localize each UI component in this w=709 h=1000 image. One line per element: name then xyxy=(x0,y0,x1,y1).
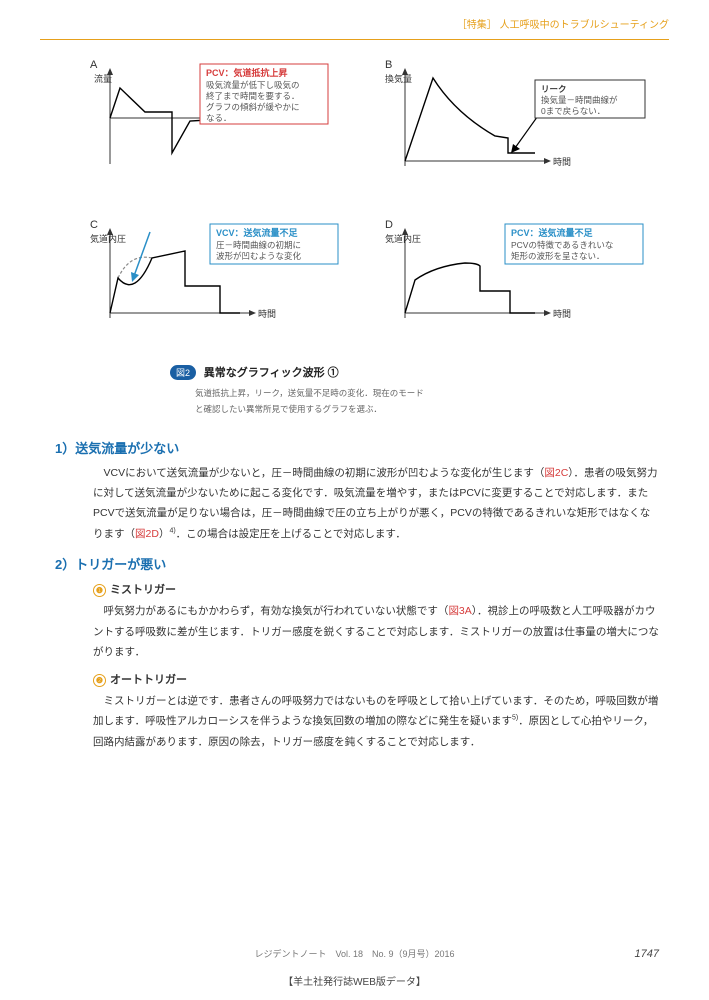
panel-d-callout-l2: 矩形の波形を呈さない． xyxy=(511,251,605,261)
figref-2d: 図2D xyxy=(135,528,159,540)
subsection-2-heading: ❷ オートトリガー xyxy=(55,671,659,687)
panel-d-callout-title: PCV：送気流量不足 xyxy=(511,227,594,238)
panel-d-xlabel: 時間 xyxy=(553,309,571,319)
panel-b-ylabel: 換気量 xyxy=(385,73,412,84)
panel-b: B 換気量 時間 リーク 換気量－時間曲線が 0まで戻らない． xyxy=(385,58,660,208)
figure-badge: 図2 xyxy=(170,365,196,380)
subsection-2-paragraph: ミストリガーとは逆です．患者さんの呼吸努力ではないものを呼吸として拾い上げていま… xyxy=(55,691,659,752)
circled-2-icon: ❷ xyxy=(93,674,106,687)
header-title: 人工呼吸中のトラブルシューティング xyxy=(500,20,669,31)
footer-citation: レジデントノート Vol. 18 No. 9（9月号）2016 xyxy=(0,947,709,960)
subsection-1-title: ミストリガー xyxy=(110,584,176,596)
figure-caption: 図2 異常なグラフィック波形 ① xyxy=(0,358,709,384)
panel-a-svg: A 流量 時間 PCV：気道抵抗上昇 吸気流量が低下し吸気の 終了まで時間を要す… xyxy=(90,58,350,208)
figure-desc-l1: 気道抵抗上昇，リーク，送気量不足時の変化．現在のモード xyxy=(0,384,709,400)
page-header: ［特集］ 人工呼吸中のトラブルシューティング xyxy=(0,0,709,35)
panel-d-svg: D 気道内圧 時間 PCV：送気流量不足 PCVの特徴であるきれいな 矩形の波形… xyxy=(385,218,655,358)
article-body: 1）送気流量が少ない VCVにおいて送気流量が少ないと，圧－時間曲線の初期に波形… xyxy=(0,416,709,753)
subsection-1-paragraph: 呼気努力があるにもかかわらず，有効な換気が行われていない状態です（図3A）．視診… xyxy=(55,601,659,662)
panel-a-callout-l4: なる． xyxy=(206,113,232,123)
panel-c-arrow-line xyxy=(134,232,150,276)
panel-a-callout-l2: 終了まで時間を要する． xyxy=(206,91,300,101)
figure-desc-l2: と確認したい異常所見で使用するグラフを選ぶ． xyxy=(0,400,709,416)
panel-a: A 流量 時間 PCV：気道抵抗上昇 吸気流量が低下し吸気の 終了まで時間を要す… xyxy=(90,58,365,208)
panel-d-label: D xyxy=(385,219,393,231)
panel-b-arrow-head xyxy=(511,144,520,153)
panel-a-callout-title: PCV：気道抵抗上昇 xyxy=(206,67,288,78)
panel-c-callout-title: VCV：送気流量不足 xyxy=(216,227,299,238)
figure-grid: A 流量 時間 PCV：気道抵抗上昇 吸気流量が低下し吸気の 終了まで時間を要す… xyxy=(0,40,709,358)
section-2-heading: 2）トリガーが悪い xyxy=(55,554,659,573)
panel-c: C 気道内圧 時間 VCV：送気流量不足 圧－時間曲線の初期に 波形が凹むような… xyxy=(90,218,365,358)
panel-b-svg: B 換気量 時間 リーク 換気量－時間曲線が 0まで戻らない． xyxy=(385,58,655,208)
subsection-2-title: オートトリガー xyxy=(110,674,187,686)
panel-d-curve xyxy=(405,263,535,313)
section-1-paragraph: VCVにおいて送気流量が少ないと，圧－時間曲線の初期に波形が凹むような変化が生じ… xyxy=(55,463,659,545)
header-prefix: ［特集］ xyxy=(457,20,497,31)
section-1-heading: 1）送気流量が少ない xyxy=(55,438,659,457)
panel-a-callout-l1: 吸気流量が低下し吸気の xyxy=(206,80,300,90)
panel-c-svg: C 気道内圧 時間 VCV：送気流量不足 圧－時間曲線の初期に 波形が凹むような… xyxy=(90,218,350,358)
figref-3a: 図3A xyxy=(448,605,471,617)
panel-c-label: C xyxy=(90,219,98,231)
panel-b-callout-l2: 0まで戻らない． xyxy=(541,106,605,116)
circled-1-icon: ❶ xyxy=(93,584,106,597)
panel-c-xlabel: 時間 xyxy=(258,309,276,319)
panel-a-label: A xyxy=(90,59,98,71)
panel-b-callout-title: リーク xyxy=(541,84,567,94)
subsection-1-heading: ❶ ミストリガー xyxy=(55,581,659,597)
panel-c-callout-l1: 圧－時間曲線の初期に xyxy=(216,240,301,250)
panel-d-callout-l1: PCVの特徴であるきれいな xyxy=(511,240,613,250)
panel-a-callout-l3: グラフの傾斜が緩やかに xyxy=(206,102,300,112)
figref-2c: 図2C xyxy=(544,467,568,479)
figure-title: 異常なグラフィック波形 ① xyxy=(204,367,339,379)
panel-b-xlabel: 時間 xyxy=(553,157,571,167)
panel-d: D 気道内圧 時間 PCV：送気流量不足 PCVの特徴であるきれいな 矩形の波形… xyxy=(385,218,660,358)
page-number: 1747 xyxy=(635,948,659,960)
panel-c-callout-l2: 波形が凹むような変化 xyxy=(216,251,302,261)
panel-b-label: B xyxy=(385,59,392,71)
panel-b-callout-l1: 換気量－時間曲線が xyxy=(541,95,618,105)
footer-source: 【羊土社発行誌WEB版データ】 xyxy=(0,973,709,988)
